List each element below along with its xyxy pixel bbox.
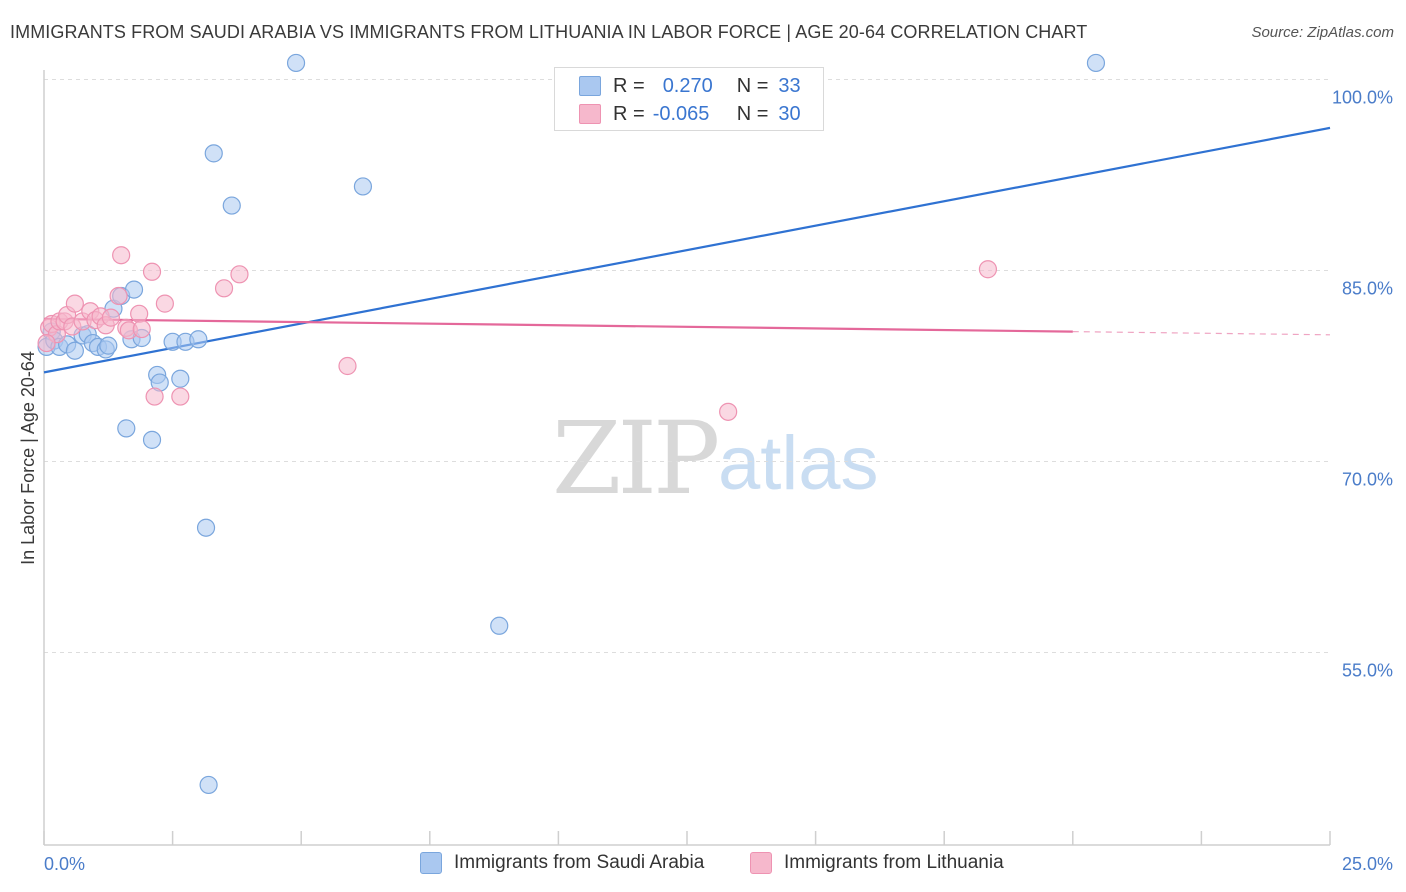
- watermark-zip: ZIP: [552, 400, 720, 517]
- point-saudi-arabia: [353, 177, 373, 196]
- legend-r-label: R =: [613, 74, 645, 97]
- point-lithuania: [145, 387, 164, 406]
- point-saudi-arabia: [490, 616, 509, 635]
- point-lithuania: [132, 319, 151, 339]
- point-lithuania: [171, 387, 190, 406]
- point-saudi-arabia: [286, 53, 306, 73]
- bottom-legend-saudi: Immigrants from Saudi Arabia: [420, 852, 704, 874]
- legend-row-saudi: R = 0.270 N = 33: [579, 73, 801, 99]
- point-lithuania: [65, 294, 84, 313]
- x-tick-label: 25.0%: [1342, 854, 1393, 874]
- data-points: [37, 53, 1106, 795]
- source-label: Source: ZipAtlas.com: [1251, 24, 1394, 41]
- trend-line-lithuania: [43, 317, 1073, 333]
- point-lithuania: [37, 333, 56, 353]
- y-tick-label: 55.0%: [1342, 661, 1393, 681]
- legend-r-label: R =: [613, 102, 645, 125]
- y-tick-label: 100.0%: [1332, 88, 1393, 108]
- bottom-legend-label: Immigrants from Lithuania: [784, 852, 1004, 873]
- point-lithuania: [978, 260, 998, 279]
- y-tick-label: 85.0%: [1342, 279, 1393, 299]
- point-lithuania: [112, 246, 131, 265]
- chart-title: IMMIGRANTS FROM SAUDI ARABIA VS IMMIGRAN…: [10, 22, 1088, 42]
- legend-n-value: 30: [778, 102, 801, 125]
- point-lithuania: [101, 308, 120, 327]
- legend-r-value: 0.270: [662, 74, 713, 97]
- x-tick-label: 0.0%: [44, 854, 85, 874]
- bottom-legend-swatch-blue: [420, 852, 442, 874]
- watermark-atlas: atlas: [718, 421, 879, 506]
- legend-row-lithuania: R = -0.065 N = 30: [579, 101, 801, 127]
- point-saudi-arabia: [189, 330, 208, 349]
- y-axis-label: In Labor Force | Age 20-64: [18, 351, 38, 565]
- legend-n-value: 33: [778, 74, 801, 97]
- point-lithuania: [130, 304, 149, 323]
- legend-n-label: N =: [736, 102, 769, 125]
- point-lithuania: [214, 279, 234, 298]
- point-lithuania: [142, 262, 162, 281]
- point-saudi-arabia: [1086, 53, 1106, 73]
- axes: [43, 70, 1331, 846]
- trend-line-saudi-arabia: [43, 126, 1331, 374]
- point-lithuania: [338, 356, 357, 376]
- legend-box: R = 0.270 N = 33 R = -0.065 N = 30: [554, 67, 824, 131]
- legend-swatch-blue: [579, 76, 601, 96]
- legend-r-value: -0.065: [652, 102, 710, 125]
- bottom-legend-label: Immigrants from Saudi Arabia: [454, 852, 705, 873]
- point-saudi-arabia: [171, 369, 190, 388]
- bottom-legend-swatch-pink: [750, 852, 772, 874]
- legend-swatch-pink: [579, 104, 601, 124]
- tick-labels: 55.0% 70.0% 85.0% 100.0% 0.0% 25.0%: [44, 88, 1393, 875]
- point-saudi-arabia: [99, 336, 118, 355]
- point-saudi-arabia: [65, 341, 84, 360]
- point-lithuania: [230, 265, 249, 284]
- point-lithuania: [109, 286, 128, 306]
- point-lithuania: [719, 402, 738, 421]
- trend-lines: [43, 126, 1331, 374]
- point-saudi-arabia: [204, 144, 223, 163]
- point-lithuania: [155, 294, 174, 313]
- point-saudi-arabia: [222, 196, 241, 215]
- point-saudi-arabia: [117, 419, 136, 438]
- point-saudi-arabia: [142, 430, 162, 449]
- trend-line-lithuania-extension: [1072, 331, 1331, 336]
- point-saudi-arabia: [124, 280, 144, 299]
- point-saudi-arabia: [196, 518, 216, 537]
- legend-n-label: N =: [736, 74, 769, 97]
- bottom-legend: Immigrants from Saudi Arabia Immigrants …: [0, 852, 1406, 878]
- y-tick-label: 70.0%: [1342, 470, 1393, 490]
- point-saudi-arabia: [199, 775, 218, 795]
- bottom-legend-lithuania: Immigrants from Lithuania: [750, 852, 1004, 874]
